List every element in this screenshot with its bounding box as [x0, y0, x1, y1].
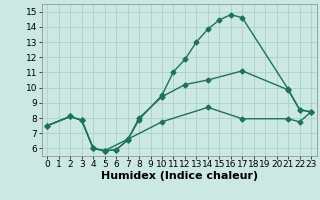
X-axis label: Humidex (Indice chaleur): Humidex (Indice chaleur) [100, 171, 258, 181]
